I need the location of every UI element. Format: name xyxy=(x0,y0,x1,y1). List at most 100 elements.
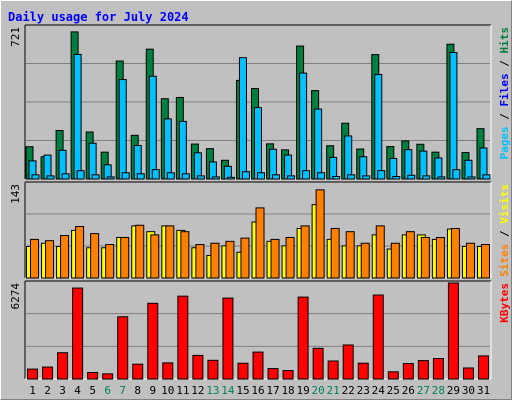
bar-kbytes-day-31 xyxy=(477,355,489,380)
x-tick-label-day-14: 14 xyxy=(221,384,235,397)
chart-title: Daily usage for July 2024 xyxy=(8,10,189,24)
bar-kbytes-day-11 xyxy=(177,295,189,380)
x-tick-label-day-19: 19 xyxy=(296,384,309,397)
usage-top-ymax-label: 721 xyxy=(9,27,22,47)
bar-pages-day-18 xyxy=(287,175,296,180)
bar-pages-day-8 xyxy=(136,173,145,180)
bar-pages-day-13 xyxy=(211,176,220,180)
bar-kbytes-day-27 xyxy=(417,360,429,380)
series-label-part: Sites xyxy=(498,244,511,277)
bar-sites-day-31 xyxy=(480,244,490,279)
bar-sites-day-13 xyxy=(210,242,220,279)
x-tick-label-day-16: 16 xyxy=(251,384,264,397)
x-tick-label-day-15: 15 xyxy=(236,384,249,397)
bar-files-day-5 xyxy=(88,142,97,180)
bar-pages-day-5 xyxy=(91,174,100,180)
bar-pages-day-27 xyxy=(422,175,431,180)
bar-pages-day-17 xyxy=(272,174,281,180)
x-tick-label-day-4: 4 xyxy=(74,384,81,397)
x-tick-label-day-3: 3 xyxy=(59,384,66,397)
bar-sites-day-30 xyxy=(465,242,475,279)
bar-pages-day-29 xyxy=(452,169,461,180)
bar-sites-day-14 xyxy=(225,240,235,279)
bar-kbytes-day-3 xyxy=(57,352,69,380)
bar-pages-day-10 xyxy=(166,172,175,180)
bar-sites-day-8 xyxy=(135,224,145,279)
bar-sites-day-17 xyxy=(270,238,280,279)
bar-kbytes-day-29 xyxy=(447,282,459,380)
x-tick-label-day-25: 25 xyxy=(387,384,400,397)
bar-kbytes-day-7 xyxy=(117,316,129,380)
bar-pages-day-14 xyxy=(226,176,235,180)
bar-sites-day-15 xyxy=(240,237,250,279)
bar-pages-day-25 xyxy=(392,176,401,180)
bar-pages-day-28 xyxy=(437,176,446,180)
x-tick-label-day-7: 7 xyxy=(119,384,126,397)
series-label-part: / xyxy=(498,107,511,127)
series-label-part: Files xyxy=(498,73,511,106)
series-label-part: / xyxy=(498,224,511,244)
series-label-part: KBytes xyxy=(498,283,511,323)
bar-files-day-11 xyxy=(178,120,187,180)
x-tick-label-day-23: 23 xyxy=(357,384,370,397)
usage-middle-ymax-label: 143 xyxy=(9,184,22,204)
bar-pages-day-12 xyxy=(196,175,205,180)
bar-kbytes-day-28 xyxy=(432,357,444,380)
x-tick-label-day-13: 13 xyxy=(206,384,219,397)
bar-sites-day-24 xyxy=(375,225,385,279)
bar-kbytes-day-2 xyxy=(42,366,54,380)
bar-sites-day-21 xyxy=(330,227,340,279)
bar-kbytes-day-24 xyxy=(372,294,384,380)
bar-kbytes-day-20 xyxy=(312,347,324,380)
bar-files-day-26 xyxy=(404,149,413,180)
bar-kbytes-day-8 xyxy=(132,363,144,380)
x-tick-label-day-21: 21 xyxy=(327,384,340,397)
x-tick-label-day-29: 29 xyxy=(447,384,460,397)
bar-pages-day-21 xyxy=(332,176,341,180)
bar-pages-day-16 xyxy=(257,172,265,180)
bar-kbytes-day-1 xyxy=(27,368,39,380)
usage-middle-series-labels: Sites / Visits xyxy=(498,184,511,277)
bar-sites-day-22 xyxy=(345,231,355,279)
bar-pages-day-7 xyxy=(121,172,130,180)
bar-pages-day-19 xyxy=(302,170,311,180)
bar-pages-day-4 xyxy=(76,170,85,180)
bar-pages-day-26 xyxy=(407,174,416,180)
bar-sites-day-4 xyxy=(75,226,85,279)
x-tick-label-day-11: 11 xyxy=(176,384,189,397)
bar-files-day-29 xyxy=(449,52,458,180)
bar-pages-day-3 xyxy=(61,173,70,180)
x-tick-label-day-1: 1 xyxy=(29,384,36,397)
bar-files-day-25 xyxy=(389,157,398,180)
bar-pages-day-22 xyxy=(347,174,356,180)
bar-pages-day-2 xyxy=(46,175,55,180)
bar-sites-day-18 xyxy=(285,236,295,279)
bar-files-day-7 xyxy=(118,79,127,180)
usage-top-series-labels: Pages / Files / Hits xyxy=(498,27,511,160)
bar-files-day-24 xyxy=(374,74,383,180)
x-tick-label-day-18: 18 xyxy=(281,384,294,397)
bar-kbytes-day-22 xyxy=(342,344,354,380)
bar-sites-day-27 xyxy=(420,236,430,279)
bar-kbytes-day-14 xyxy=(222,297,234,380)
bar-sites-day-5 xyxy=(90,233,100,279)
bar-sites-day-7 xyxy=(120,236,130,279)
bar-sites-day-28 xyxy=(435,236,445,279)
bar-files-day-9 xyxy=(148,75,157,180)
bar-kbytes-day-17 xyxy=(267,368,279,380)
bar-kbytes-day-10 xyxy=(162,362,174,380)
bar-kbytes-day-9 xyxy=(147,302,159,380)
bar-kbytes-day-5 xyxy=(87,371,99,380)
bar-kbytes-day-18 xyxy=(282,370,294,380)
bar-files-day-22 xyxy=(344,135,353,180)
x-tick-label-day-24: 24 xyxy=(372,384,386,397)
bar-sites-day-20 xyxy=(315,189,325,279)
bar-files-day-16 xyxy=(254,107,262,180)
x-tick-label-day-10: 10 xyxy=(161,384,174,397)
bar-pages-day-15 xyxy=(241,171,250,180)
x-tick-label-day-12: 12 xyxy=(191,384,204,397)
series-label-part: Hits xyxy=(498,27,511,54)
bar-kbytes-day-16 xyxy=(252,351,264,380)
